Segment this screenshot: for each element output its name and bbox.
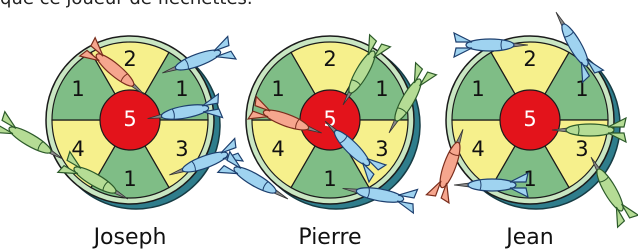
center-label: 5 xyxy=(523,107,536,131)
header-text: que ce joueur de fléchettes. xyxy=(0,0,253,9)
illustration: que ce joueur de fléchettes. 2 1 3 1 4 1 5 Jose… xyxy=(0,0,638,251)
sector-label: 3 xyxy=(175,137,188,161)
sector-label: 4 xyxy=(471,137,484,161)
sector-label: 2 xyxy=(523,47,536,71)
center-label: 5 xyxy=(123,107,136,131)
sector-label: 1 xyxy=(71,77,84,101)
sector-label: 1 xyxy=(271,77,284,101)
sector-label: 4 xyxy=(271,137,284,161)
sector-label: 1 xyxy=(175,77,188,101)
sector-label: 3 xyxy=(375,137,388,161)
page: {"header": {"text": "que ce joueur de fl… xyxy=(0,0,638,251)
player-name: Pierre xyxy=(298,225,361,250)
sector-label: 1 xyxy=(123,167,136,191)
sector-label: 3 xyxy=(575,137,588,161)
player-name: Jean xyxy=(504,225,553,250)
player-name: Joseph xyxy=(92,225,167,250)
sector-label: 2 xyxy=(123,47,136,71)
sector-label: 1 xyxy=(471,77,484,101)
sector-label: 2 xyxy=(323,47,336,71)
sector-label: 1 xyxy=(323,167,336,191)
sector-label: 1 xyxy=(375,77,388,101)
